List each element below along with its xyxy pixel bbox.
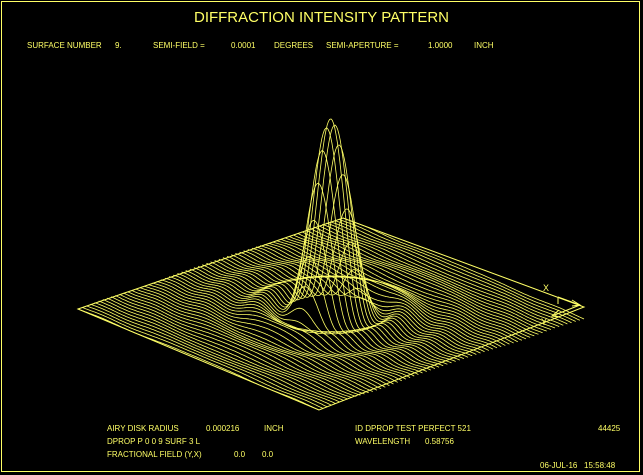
mesh-line	[297, 232, 539, 335]
mesh-line	[251, 247, 494, 350]
semi-field-value: 0.0001	[231, 41, 256, 50]
semi-field-units: DEGREES	[274, 41, 314, 50]
mesh-line	[185, 270, 427, 372]
mesh-line	[173, 274, 415, 377]
mesh-line	[115, 295, 357, 397]
mesh-line	[131, 290, 373, 392]
mesh-line	[123, 292, 365, 395]
mesh-line	[330, 221, 572, 324]
id-line: ID DPROP TEST PERFECT 521	[355, 424, 471, 433]
fractional-field-x: 0.0	[262, 450, 274, 459]
mesh-line	[318, 225, 560, 327]
mesh-line	[148, 284, 390, 386]
mesh-line	[90, 303, 332, 406]
mesh-line	[222, 174, 465, 359]
airy-disk-units: INCH	[264, 424, 284, 433]
mesh-line	[305, 229, 547, 332]
mesh-line	[156, 281, 398, 383]
mesh-line	[239, 251, 481, 354]
mesh-line	[326, 222, 568, 325]
mesh-line	[289, 236, 531, 338]
x-axis-label: X	[543, 283, 549, 293]
mesh-line	[86, 305, 328, 408]
x-axis-arrow	[557, 296, 581, 306]
y-axis-label: Y	[541, 317, 547, 327]
mesh-line	[322, 223, 564, 326]
mesh-line	[144, 285, 386, 388]
mesh-line	[280, 238, 523, 341]
surface-number-value: 9.	[115, 41, 122, 50]
id-number: 44425	[598, 424, 621, 433]
axis-indicator	[550, 296, 582, 318]
dprop-command: DPROP P 0 0 9 SURF 3 L	[107, 437, 201, 446]
mesh-line	[139, 287, 382, 390]
mesh-line	[309, 228, 552, 330]
mesh-line	[338, 218, 581, 321]
mesh-line	[260, 245, 502, 348]
plot-date: 06-JUL-16	[540, 461, 578, 470]
mesh-line	[226, 208, 469, 358]
mesh-line	[218, 144, 460, 361]
mesh-line	[214, 124, 456, 362]
semi-aperture-label: SEMI-APERTURE =	[326, 41, 399, 50]
base-plane-outline	[76, 217, 586, 411]
fractional-field-label: FRACTIONAL FIELD (Y,X)	[107, 450, 202, 459]
mesh-line	[152, 282, 394, 385]
surface-number-label: SURFACE NUMBER	[27, 41, 102, 50]
wavelength-value: 0.58756	[425, 437, 454, 446]
mesh-line	[127, 291, 369, 394]
mesh-line	[243, 250, 485, 353]
semi-aperture-value: 1.0000	[428, 41, 453, 50]
mesh-line	[168, 276, 411, 378]
mesh-line	[272, 241, 514, 344]
mesh-line	[313, 226, 556, 329]
mesh-line	[110, 296, 353, 399]
mesh-line	[81, 307, 324, 409]
semi-aperture-units: INCH	[474, 41, 494, 50]
mesh-line	[301, 231, 543, 334]
page-title: DIFFRACTION INTENSITY PATTERN	[193, 9, 449, 26]
mesh-line	[334, 220, 576, 322]
semi-field-label: SEMI-FIELD =	[153, 41, 205, 50]
mesh-line	[102, 299, 344, 401]
mesh-line	[247, 249, 489, 351]
mesh-line	[235, 253, 477, 355]
fractional-field-y: 0.0	[234, 450, 246, 459]
mesh-line	[264, 244, 506, 346]
mesh-line	[276, 240, 518, 343]
mesh-line	[293, 234, 535, 337]
wavelength-label: WAVELENGTH	[355, 437, 411, 446]
mesh-line	[181, 271, 423, 374]
plot-time: 15:58:48	[584, 461, 616, 470]
mesh-line	[119, 293, 361, 396]
airy-disk-value: 0.000216	[206, 424, 240, 433]
mesh-line	[268, 242, 510, 345]
y-axis-arrowhead	[550, 309, 561, 318]
mesh-line	[98, 300, 340, 403]
mesh-line	[284, 237, 527, 340]
y-axis-arrow	[551, 304, 581, 317]
mesh-line	[342, 217, 585, 320]
mesh-line	[94, 302, 336, 404]
mesh-line	[255, 246, 498, 349]
intensity-mesh	[76, 118, 586, 411]
mesh-line	[210, 118, 452, 364]
mesh-line	[106, 297, 349, 400]
mesh-line	[177, 273, 419, 375]
airy-disk-label: AIRY DISK RADIUS	[107, 424, 179, 433]
mesh-line	[135, 288, 378, 391]
